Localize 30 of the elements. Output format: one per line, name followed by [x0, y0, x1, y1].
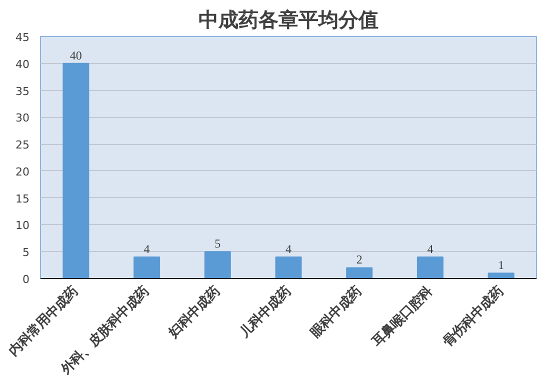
y-tick-label: 25 — [16, 138, 30, 152]
chart-title: 中成药各章平均分值 — [198, 8, 378, 32]
y-tick-label: 30 — [16, 112, 30, 125]
y-tick-label: 0 — [22, 273, 30, 286]
y-tick-label: 35 — [16, 84, 30, 98]
x-tick-label: 骨伤科中成药 — [440, 283, 506, 350]
data-label: 4 — [286, 242, 292, 256]
data-label: 4 — [427, 242, 434, 256]
x-tick-label: 眼科中成药 — [307, 283, 365, 341]
data-label: 5 — [214, 236, 221, 251]
y-tick-label: 40 — [16, 58, 30, 71]
bar — [488, 272, 514, 278]
x-tick-label: 耳鼻喉口腔科 — [368, 283, 436, 351]
bar — [275, 256, 302, 278]
data-label: 40 — [70, 48, 82, 62]
y-tick-label: 10 — [16, 219, 30, 232]
x-tick-label: 妇科中成药 — [164, 283, 223, 342]
bar — [346, 267, 373, 278]
bar — [62, 62, 90, 278]
x-tick-label: 儿科中成药 — [236, 283, 294, 342]
bar — [134, 256, 160, 278]
y-tick-label: 15 — [16, 192, 30, 206]
y-tick-label: 5 — [22, 246, 30, 260]
bar — [204, 251, 231, 278]
data-label: 1 — [498, 258, 504, 272]
y-tick-label: 45 — [16, 31, 30, 44]
bar — [416, 256, 444, 278]
data-label: 4 — [144, 242, 150, 256]
y-tick-label: 20 — [16, 165, 30, 178]
data-label: 2 — [356, 252, 362, 267]
